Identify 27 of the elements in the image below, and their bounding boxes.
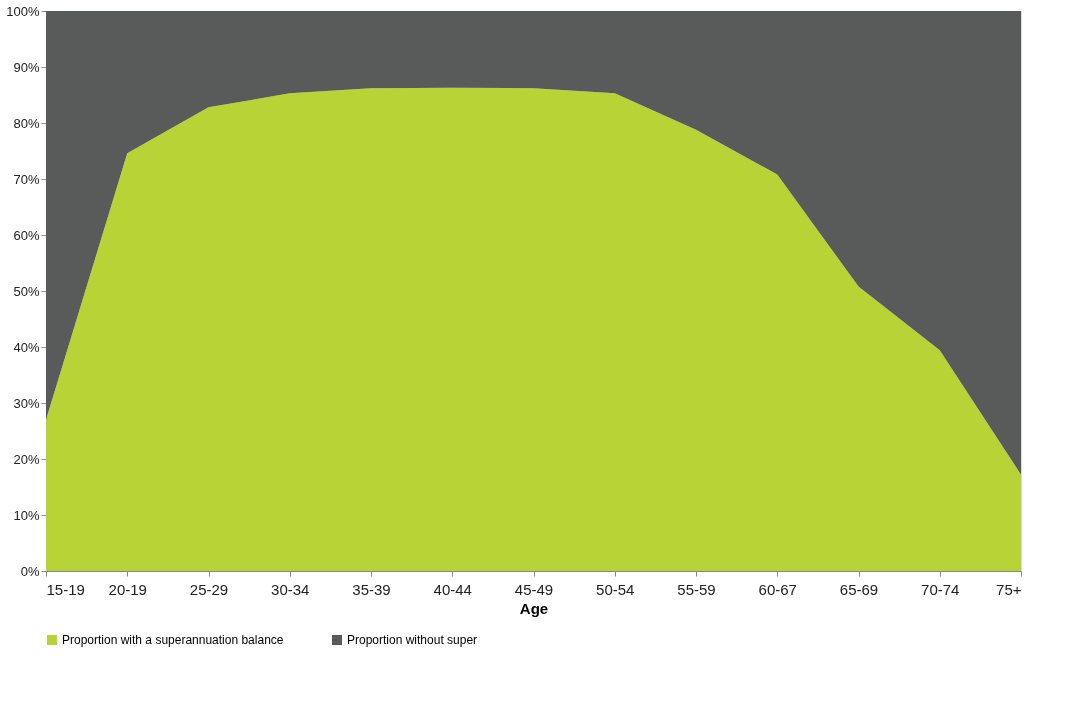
x-tick-label: 35-39: [352, 580, 391, 598]
x-tick-label: 55-59: [677, 580, 716, 598]
y-tick-label: 60%: [13, 227, 40, 243]
y-tick-label: 50%: [13, 283, 40, 299]
y-tick-label: 100%: [6, 3, 40, 19]
x-tick-label: 65-69: [839, 580, 879, 598]
x-tick-label: 75+: [996, 580, 1022, 598]
x-axis-title: Age: [519, 599, 549, 617]
y-tick-label: 0%: [20, 563, 40, 579]
x-tick-label: 60-67: [758, 580, 797, 598]
x-tick-label: 50-54: [596, 580, 635, 598]
y-tick-label: 90%: [13, 59, 40, 75]
x-tick-label: 25-29: [189, 580, 229, 598]
y-tick-label: 40%: [13, 339, 40, 355]
x-tick-label: 15-19: [46, 580, 85, 598]
legend-label: Proportion with a superannuation balance: [62, 633, 284, 647]
y-tick-label: 80%: [13, 115, 40, 131]
y-tick-label: 30%: [13, 395, 40, 411]
legend-label: Proportion without super: [347, 633, 478, 647]
y-tick-label: 20%: [13, 451, 40, 467]
x-tick-label: 45-49: [514, 580, 554, 598]
x-tick-label: 40-44: [433, 580, 472, 598]
x-tick-label: 70-74: [921, 580, 960, 598]
y-tick-label: 10%: [13, 507, 40, 523]
x-tick-label: 30-34: [271, 580, 310, 598]
x-tick-label: 20-19: [108, 580, 147, 598]
y-tick-label: 70%: [13, 171, 40, 187]
